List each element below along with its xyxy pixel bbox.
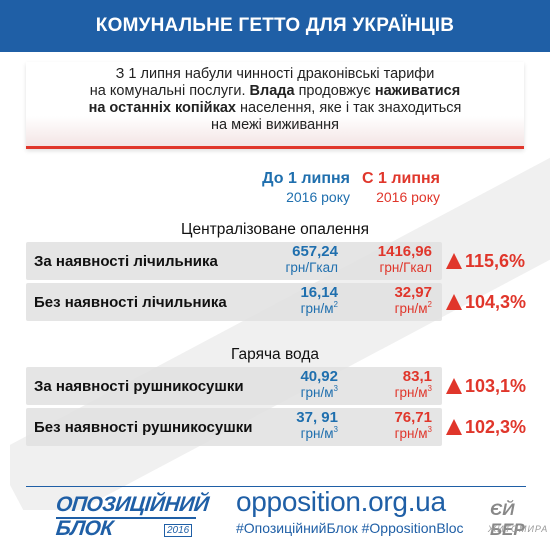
source-watermark-logo: ЄЙ БЕР ЖИТОМИРА: [488, 500, 549, 539]
party-logo: ОПОЗИЦІЙНИЙ БЛОК 2016: [54, 493, 210, 540]
intro-line-3: на останніх копійках населення, яке і та…: [88, 100, 462, 116]
value-after: 1416,96 грн/Гкал: [377, 243, 432, 276]
intro-line-1: З 1 липня набули чинності драконівські т…: [115, 66, 435, 82]
table-row: Без наявності рушникосушки 37, 91 грн/м3…: [26, 408, 442, 446]
value-after: 32,97 грн/м2: [394, 284, 432, 317]
intro-line-2: на комунальні послуги. Влада продовжує н…: [89, 83, 461, 99]
change-badge: 115,6%: [446, 242, 536, 280]
column-header-before: До 1 липня 2016 року: [240, 170, 350, 205]
value-before: 16,14 грн/м2: [300, 284, 338, 317]
table-row: За наявності рушникосушки 40,92 грн/м3 8…: [26, 367, 442, 405]
change-badge: 102,3%: [446, 408, 536, 446]
page-title: КОМУНАЛЬНЕ ГЕТТО ДЛЯ УКРАЇНЦІВ: [95, 15, 455, 36]
logo-year: 2016: [164, 524, 193, 537]
value-before: 40,92 грн/м3: [300, 368, 338, 401]
up-triangle-icon: [446, 419, 462, 435]
column-before-sub: 2016 року: [286, 189, 350, 205]
value-after: 83,1 грн/м3: [394, 368, 432, 401]
row-label: За наявності лічильника: [34, 253, 218, 270]
hashtags: #ОпозиційнийБлок #OppositionBloc: [236, 520, 464, 536]
up-triangle-icon: [446, 378, 462, 394]
column-header-after: С 1 липня 2016 року: [330, 170, 440, 205]
column-after-sub: 2016 року: [376, 189, 440, 205]
row-label: За наявності рушникосушки: [34, 378, 244, 395]
value-before: 657,24 грн/Гкал: [285, 243, 338, 276]
website-link[interactable]: opposition.org.ua: [236, 486, 446, 517]
logo-line-1: ОПОЗИЦІЙНИЙ: [54, 493, 210, 516]
row-label: Без наявності рушникосушки: [34, 419, 253, 436]
table-row: За наявності лічильника 657,24 грн/Гкал …: [26, 242, 442, 280]
value-after: 76,71 грн/м3: [394, 409, 432, 442]
section-title-heating: Централізоване опалення: [180, 221, 369, 238]
up-triangle-icon: [446, 253, 462, 269]
header-banner: КОМУНАЛЬНЕ ГЕТТО ДЛЯ УКРАЇНЦІВ: [0, 0, 550, 52]
up-triangle-icon: [446, 294, 462, 310]
intro-text: З 1 липня набули чинності драконівські т…: [26, 66, 524, 134]
footer-divider: [26, 486, 526, 487]
column-before-label: До 1 липня: [262, 170, 350, 187]
column-after-label: С 1 липня: [361, 170, 440, 187]
row-label: Без наявності лічильника: [34, 294, 227, 311]
table-row: Без наявності лічильника 16,14 грн/м2 32…: [26, 283, 442, 321]
intro-box: З 1 липня набули чинності драконівські т…: [26, 62, 524, 149]
change-badge: 103,1%: [446, 367, 536, 405]
section-title-hot-water: Гаряча вода: [231, 346, 319, 363]
change-badge: 104,3%: [446, 283, 536, 321]
value-before: 37, 91 грн/м3: [296, 409, 338, 442]
intro-line-4: на межі виживання: [211, 117, 339, 133]
